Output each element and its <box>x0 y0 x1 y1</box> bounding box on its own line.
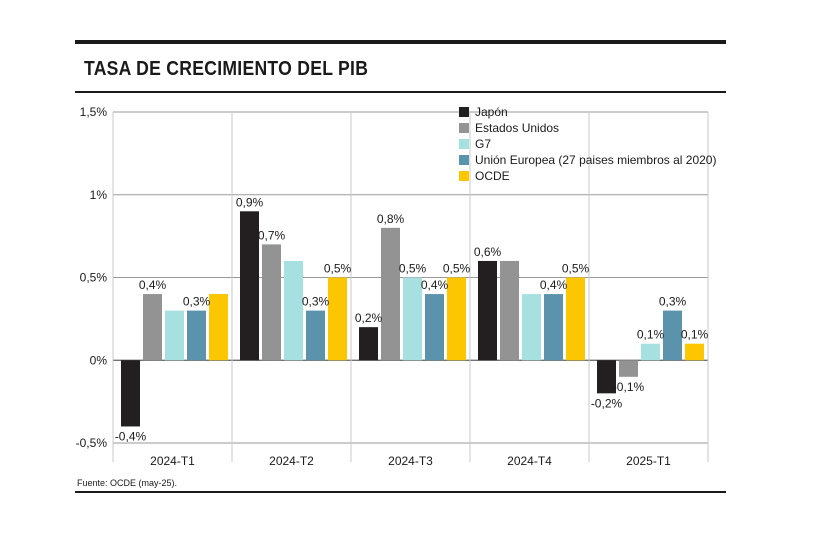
bar <box>284 260 303 361</box>
bar <box>262 244 281 361</box>
x-tick-label: 2024-T1 <box>150 454 195 468</box>
bottom-rule <box>75 491 726 493</box>
data-label: 0,4% <box>540 278 568 292</box>
legend-label: G7 <box>475 137 491 151</box>
bar <box>425 294 444 361</box>
bar <box>566 277 585 361</box>
data-label: 0,1% <box>637 328 665 342</box>
top-rule <box>75 40 726 44</box>
title-rule <box>75 91 726 93</box>
data-label: 0,5% <box>324 262 352 276</box>
legend: Japón Estados Unidos G7 Unión Europea (27 p… <box>459 105 716 183</box>
bar <box>663 310 682 361</box>
legend-label: Estados Unidos <box>475 121 559 135</box>
source-note: Fuente: OCDE (may-25). <box>77 478 178 488</box>
y-tick-label: 1% <box>90 188 108 202</box>
bar <box>165 310 184 361</box>
data-label: 0,9% <box>236 195 264 209</box>
legend-swatch <box>459 107 469 117</box>
bar <box>403 277 422 361</box>
x-tick-label: 2025-T1 <box>626 454 671 468</box>
bar <box>478 260 497 361</box>
y-axis-labels: 1,5% 1% 0,5% 0% -0,5% <box>76 105 108 450</box>
data-label: 0,5% <box>443 262 471 276</box>
y-tick-label: -0,5% <box>76 436 108 450</box>
x-tick-label: 2024-T2 <box>269 454 314 468</box>
y-tick-label: 0,5% <box>80 271 108 285</box>
data-label: 0,7% <box>258 228 286 242</box>
bar <box>187 310 206 361</box>
x-axis-labels: 2024-T1 2024-T2 2024-T3 2024-T4 2025-T1 <box>150 454 671 468</box>
bar <box>381 227 400 361</box>
legend-label: Unión Europea (27 paises miembros al 202… <box>475 153 716 167</box>
bar <box>121 360 140 427</box>
bar <box>500 260 519 361</box>
legend-swatch <box>459 171 469 181</box>
bar <box>685 343 704 361</box>
data-label: 0,1% <box>681 328 709 342</box>
x-tick-label: 2024-T4 <box>507 454 552 468</box>
bar <box>544 294 563 361</box>
data-label: -0,2% <box>591 396 623 410</box>
data-label: 0,4% <box>421 278 449 292</box>
bar <box>522 294 541 361</box>
bar <box>209 294 228 361</box>
data-label: 0,3% <box>183 295 211 309</box>
bar <box>641 343 660 361</box>
chart-title: TASA DE CRECIMIENTO DEL PIB <box>84 58 369 80</box>
y-tick-label: 0% <box>90 353 108 367</box>
data-label: 0,3% <box>302 295 330 309</box>
data-label: -0,1% <box>613 380 645 394</box>
data-label: -0,4% <box>115 429 147 443</box>
legend-label: OCDE <box>475 169 510 183</box>
data-label: 0,3% <box>659 295 687 309</box>
data-labels: -0,4% 0,9% 0,2% 0,6% -0,2% 0,4% 0,7% 0,8% -0,1% 0… <box>115 195 709 443</box>
bar <box>597 360 616 394</box>
legend-swatch <box>459 155 469 165</box>
bar <box>328 277 347 361</box>
data-label: 0,8% <box>377 212 405 226</box>
data-label: 0,5% <box>562 262 590 276</box>
data-label: 0,4% <box>139 278 167 292</box>
bar <box>143 294 162 361</box>
bar <box>240 211 259 361</box>
bars <box>121 211 704 427</box>
bar <box>447 277 466 361</box>
bar <box>619 360 638 377</box>
legend-swatch <box>459 123 469 133</box>
data-label: 0,2% <box>355 311 383 325</box>
bar <box>359 327 378 361</box>
legend-swatch <box>459 139 469 149</box>
x-tick-label: 2024-T3 <box>388 454 433 468</box>
bar <box>306 310 325 361</box>
legend-label: Japón <box>475 105 508 119</box>
y-tick-label: 1,5% <box>80 105 108 119</box>
data-label: 0,6% <box>474 245 502 259</box>
data-label: 0,5% <box>399 262 427 276</box>
